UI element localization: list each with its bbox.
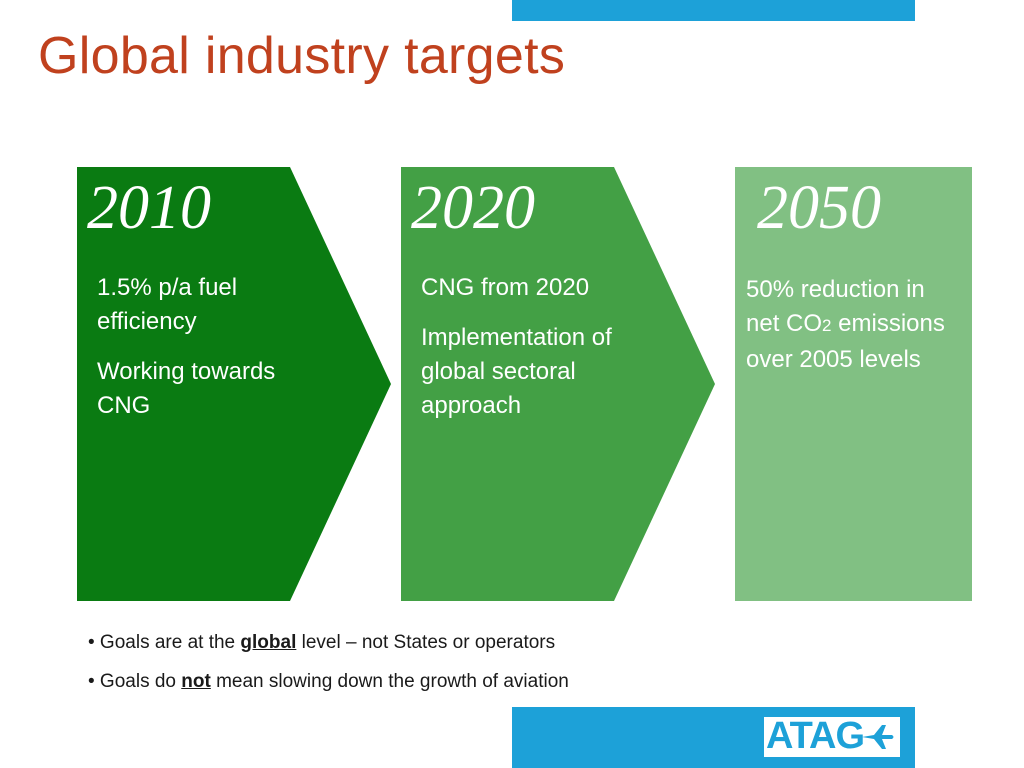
airplane-icon (862, 725, 894, 749)
emphasis-not: not (181, 671, 211, 692)
top-accent-bar (512, 0, 915, 21)
panel-line: 50% reduction in net CO (746, 276, 925, 337)
emphasis-global: global (240, 632, 297, 653)
panel-body: 1.5% p/a fuel efficiency Working towards… (97, 271, 287, 439)
panel-line: Implementation of global sectoral approa… (421, 324, 612, 419)
bullet-item: • Goals are at the global level – not St… (88, 632, 569, 654)
panel-year: 2010 (87, 174, 211, 242)
bullet-text: mean slowing down the growth of aviation (210, 671, 569, 692)
panel-line: 1.5% p/a fuel efficiency (97, 274, 238, 335)
atag-logo: ATAG (764, 715, 900, 757)
bullet-list: • Goals are at the global level – not St… (88, 632, 569, 710)
panel-body: 50% reduction in net CO2 emissions over … (746, 273, 956, 393)
subscript-two: 2 (822, 316, 832, 335)
panel-body: CNG from 2020 Implementation of global s… (421, 271, 661, 439)
panel-line: emissions over 2005 levels (746, 310, 945, 373)
bullet-text: • Goals are at the (88, 632, 241, 653)
bullet-item: • Goals do not mean slowing down the gro… (88, 671, 569, 693)
panel-2010-chevron (77, 167, 391, 601)
logo-text: ATAG (766, 715, 865, 757)
panel-2020: 2020 CNG from 2020 Implementation of glo… (401, 167, 715, 601)
bullet-text: level – not States or operators (296, 632, 556, 653)
panel-year: 2050 (757, 174, 881, 242)
panel-line: Working towards CNG (97, 358, 276, 419)
bullet-text: • Goals do (88, 671, 182, 692)
panel-2050: 2050 50% reduction in net CO2 emissions … (735, 167, 972, 601)
page-title: Global industry targets (38, 27, 566, 85)
panel-year: 2020 (411, 174, 535, 242)
panel-2010: 2010 1.5% p/a fuel efficiency Working to… (77, 167, 391, 601)
panel-line: CNG from 2020 (421, 274, 590, 301)
panel-2020-chevron (401, 167, 715, 601)
